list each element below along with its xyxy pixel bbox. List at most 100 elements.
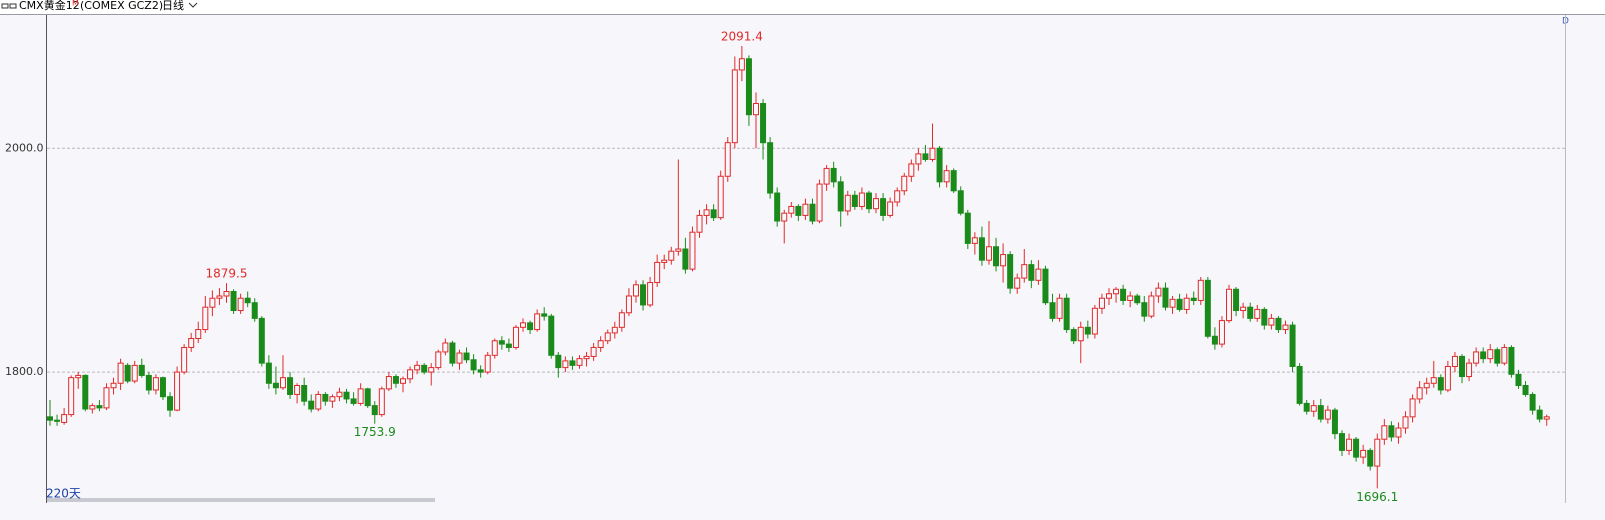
candle-body bbox=[1430, 377, 1437, 384]
candle-body bbox=[195, 329, 202, 340]
candle-body bbox=[1480, 351, 1487, 360]
candle-body bbox=[1120, 288, 1127, 301]
candle-body bbox=[950, 170, 957, 192]
candle-body bbox=[534, 313, 541, 331]
candle-body bbox=[145, 374, 152, 391]
candle-body bbox=[371, 405, 378, 416]
candle-body bbox=[329, 396, 336, 402]
candle-body bbox=[181, 346, 188, 373]
candle-body bbox=[1360, 449, 1367, 458]
candle-body bbox=[767, 142, 774, 194]
candle-body bbox=[774, 192, 781, 222]
candle-body bbox=[251, 302, 258, 319]
candle-body bbox=[901, 175, 908, 192]
candle-body bbox=[781, 212, 788, 222]
candle-body bbox=[68, 377, 75, 416]
candle-body bbox=[717, 175, 724, 219]
candle-body bbox=[562, 360, 569, 369]
candle-body bbox=[541, 313, 548, 317]
candle-body bbox=[957, 190, 964, 214]
candle-body bbox=[1218, 320, 1225, 345]
candle-body bbox=[682, 248, 689, 270]
candle-body bbox=[1331, 409, 1338, 435]
candle-body bbox=[760, 103, 767, 144]
candle-body bbox=[449, 342, 456, 364]
candle-body bbox=[1296, 365, 1303, 404]
candle-body bbox=[1226, 288, 1233, 322]
candle-body bbox=[54, 419, 61, 422]
candle-body bbox=[576, 358, 583, 366]
candle-body bbox=[1423, 382, 1430, 389]
candle-body bbox=[159, 377, 166, 398]
candle-body bbox=[1437, 377, 1444, 391]
candle-body bbox=[1346, 438, 1353, 451]
candle-body bbox=[830, 167, 837, 183]
candle-body bbox=[696, 214, 703, 233]
candle-body bbox=[929, 147, 936, 160]
candle-body bbox=[569, 360, 576, 366]
candle-body bbox=[223, 291, 230, 297]
candle-body bbox=[385, 376, 392, 390]
candle-body bbox=[985, 246, 992, 261]
candle-body bbox=[661, 259, 668, 263]
candle-body bbox=[978, 237, 985, 261]
candle-body bbox=[1444, 365, 1451, 391]
candle-body bbox=[1381, 425, 1388, 440]
candle-body bbox=[1494, 349, 1501, 364]
candle-body bbox=[1141, 302, 1148, 317]
candle-body bbox=[1508, 346, 1515, 375]
candle-body bbox=[301, 385, 308, 402]
candle-body bbox=[174, 371, 181, 411]
candle-body bbox=[322, 393, 329, 402]
candle-body bbox=[463, 352, 470, 361]
period-selector[interactable]: 日线 bbox=[162, 0, 184, 12]
candle-body bbox=[1416, 387, 1423, 400]
candle-body bbox=[315, 393, 322, 410]
candle-body bbox=[597, 340, 604, 348]
candle-body bbox=[131, 364, 138, 382]
candle-body bbox=[1091, 307, 1098, 335]
candle-body bbox=[851, 194, 858, 207]
candle-body bbox=[1113, 288, 1120, 295]
candle-body bbox=[258, 317, 265, 364]
scrollbar[interactable] bbox=[47, 498, 435, 502]
candle-body bbox=[505, 343, 512, 348]
candle-body bbox=[1063, 297, 1070, 331]
candle-body bbox=[279, 377, 286, 389]
candle-body bbox=[1395, 427, 1402, 438]
candle-body bbox=[1459, 355, 1465, 378]
candle-body bbox=[993, 246, 1000, 267]
candle-body bbox=[724, 142, 731, 177]
candle-body bbox=[308, 400, 315, 410]
candle-body bbox=[943, 170, 950, 183]
candle-body bbox=[654, 261, 661, 284]
candle-body bbox=[1007, 254, 1014, 289]
candle-body bbox=[1466, 362, 1473, 378]
candle-body bbox=[350, 398, 357, 404]
period-chevron[interactable] bbox=[188, 2, 198, 8]
candle-body bbox=[788, 205, 795, 214]
candle-body bbox=[456, 352, 463, 364]
candle-body bbox=[1536, 409, 1543, 420]
extreme-label: 1696.1 bbox=[1356, 490, 1398, 504]
candle-body bbox=[1310, 405, 1317, 412]
candle-body bbox=[1176, 298, 1183, 310]
candle-body bbox=[61, 414, 68, 423]
candle-body bbox=[428, 367, 435, 373]
candle-body bbox=[265, 362, 272, 384]
y-tick-label: 1800.0 bbox=[5, 365, 44, 378]
candle-body bbox=[731, 69, 738, 144]
candle-body bbox=[632, 284, 639, 297]
candle-body bbox=[1028, 264, 1035, 281]
candle-body bbox=[1155, 287, 1162, 297]
candle-body bbox=[858, 192, 865, 207]
candle-body bbox=[1247, 306, 1254, 319]
candle-body bbox=[887, 201, 894, 216]
candle-body bbox=[75, 374, 82, 379]
candle-body bbox=[378, 388, 385, 416]
candle-body bbox=[1134, 295, 1141, 304]
candle-body bbox=[520, 322, 527, 328]
range-label: 220天 bbox=[46, 487, 81, 501]
candle-body bbox=[1501, 346, 1508, 364]
